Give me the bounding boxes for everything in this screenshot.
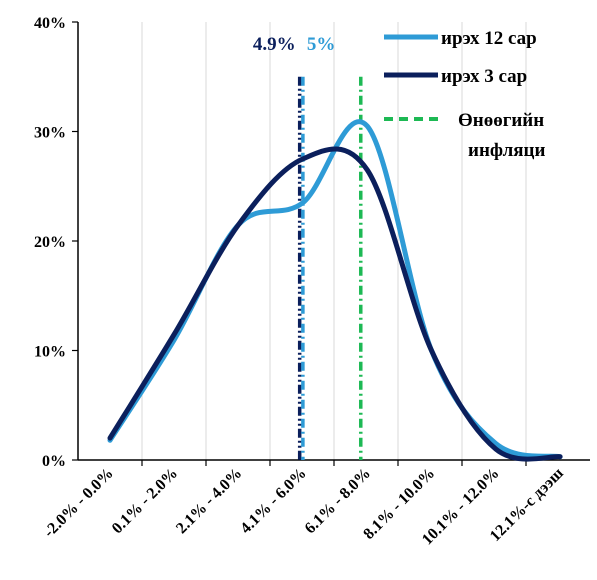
reference-label-2: 5% xyxy=(307,34,336,55)
legend-label-2: инфляци xyxy=(468,140,545,161)
series-line-0 xyxy=(107,119,563,460)
reference-lines: 4.9% 5% xyxy=(253,34,363,460)
x-tick-label: 2.1% - 4.0% xyxy=(173,465,245,537)
y-tick-labels: 0% 10% 20% 30% 40% xyxy=(34,15,78,470)
x-tick-label: -2.0% - 0.0% xyxy=(41,465,117,541)
y-tick-label: 0% xyxy=(42,453,66,470)
series-lines xyxy=(107,119,563,462)
legend-label-0: ирэх 12 сар xyxy=(441,28,537,49)
vertical-gridlines xyxy=(141,22,527,466)
y-tick-label: 30% xyxy=(34,125,66,142)
y-tick-label: 20% xyxy=(34,234,66,251)
y-tick-label: 10% xyxy=(34,344,66,361)
x-tick-label: 4.1% - 6.0% xyxy=(237,465,309,537)
x-tick-labels: -2.0% - 0.0%0.1% - 2.0%2.1% - 4.0%4.1% -… xyxy=(41,464,568,548)
x-tick-label: 6.1% - 8.0% xyxy=(302,465,374,537)
legend-label-1: ирэх 3 сар xyxy=(441,66,527,87)
legend-label-2: Өнөөгийн xyxy=(458,110,544,131)
reference-label-1: 4.9% xyxy=(253,34,296,55)
series-line-1 xyxy=(107,146,563,462)
x-tick-label: 0.1% - 2.0% xyxy=(109,465,181,537)
y-tick-label: 40% xyxy=(34,15,66,32)
legend: ирэх 12 сар ирэх 3 сар Өнөөгийн инфляци xyxy=(384,28,545,161)
